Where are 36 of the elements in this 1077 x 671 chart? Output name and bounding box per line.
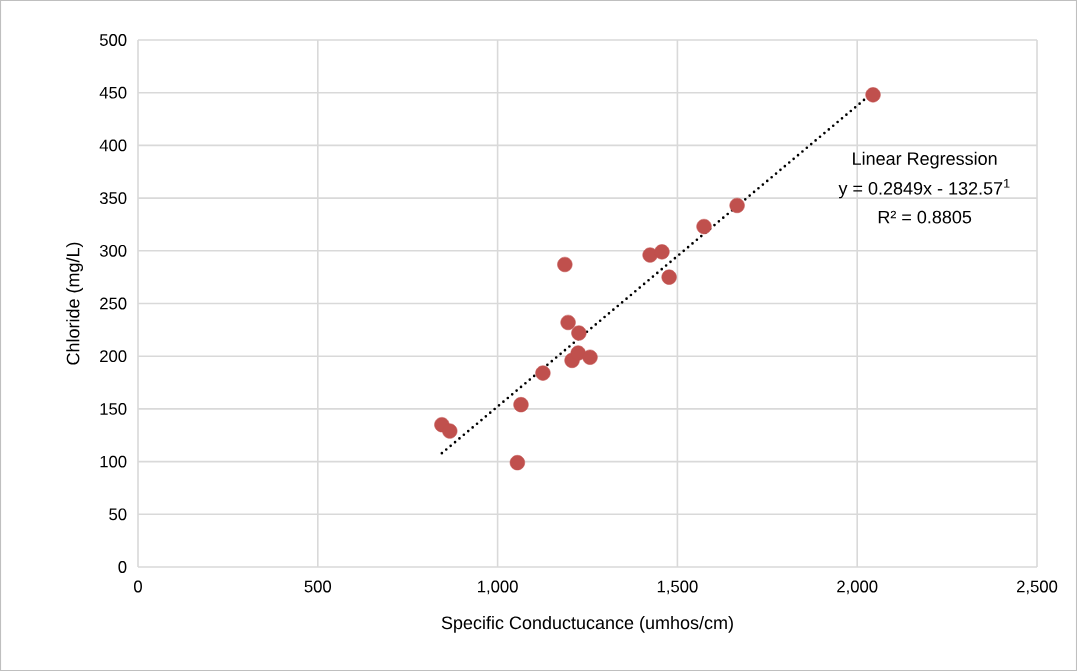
x-tick-label: 1,000 — [478, 580, 518, 595]
y-tick-label: 300 — [99, 244, 127, 257]
annotation: y = 0.2849x - 132.57$^{1}$ — [838, 178, 1010, 199]
y-tick-label: 150 — [100, 403, 127, 415]
y-tick-label: 50 — [109, 508, 127, 521]
x-tick-label: 1,500 — [657, 580, 698, 595]
point — [535, 365, 551, 381]
y-tick-label: 200 — [100, 350, 127, 363]
point — [582, 349, 598, 365]
point — [729, 197, 745, 214]
y-tick-label: 350 — [99, 192, 127, 204]
annotation: R² = 0.8805 — [878, 210, 972, 224]
point — [557, 256, 573, 273]
y-tick-label: 500 — [99, 34, 127, 46]
x-axis-title: Specific Conductucance (umhos/cm) — [441, 615, 733, 633]
point — [571, 325, 587, 341]
annotation: Linear Regression — [853, 151, 997, 169]
point — [661, 269, 677, 285]
point — [865, 87, 881, 103]
y-tick-label: 250 — [100, 297, 127, 310]
point — [560, 314, 576, 331]
point — [642, 247, 658, 263]
point — [696, 218, 712, 235]
x-tick-label: 2,000 — [837, 580, 878, 595]
y-tick-label: 400 — [99, 139, 127, 152]
x-tick-label: 0 — [134, 580, 142, 593]
x-tick-label: 500 — [304, 580, 332, 593]
y-axis-title: Chloride (mg/L) — [66, 242, 83, 365]
y-tick-label: 100 — [100, 455, 127, 468]
x-tick-label: 2,500 — [1016, 580, 1058, 595]
point — [513, 397, 529, 413]
y-tick-label: 0 — [118, 561, 127, 573]
point — [654, 244, 670, 260]
point — [442, 423, 458, 439]
point — [509, 455, 525, 471]
y-tick-label: 450 — [99, 86, 127, 99]
